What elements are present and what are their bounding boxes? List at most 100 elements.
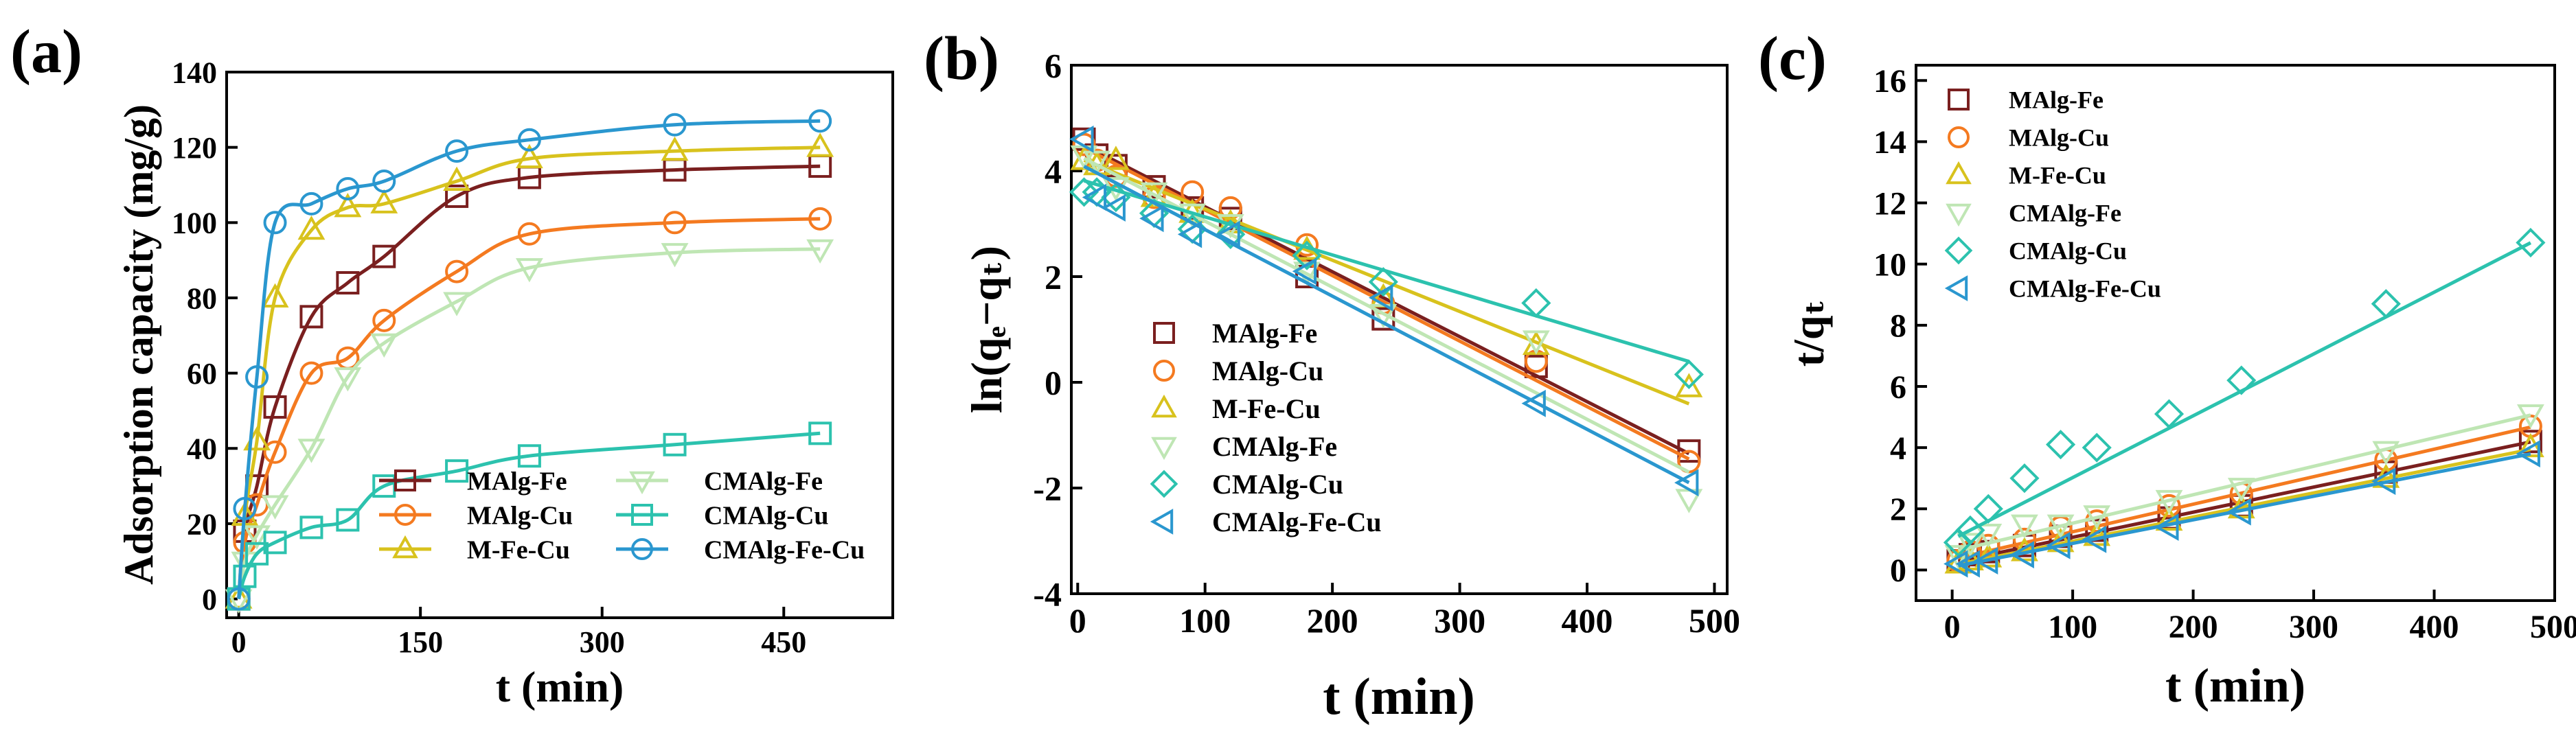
legend-marker — [394, 504, 416, 526]
plot-frame — [1915, 64, 2556, 602]
y-tick-label: 40 — [187, 432, 217, 466]
legend-marker — [1150, 469, 1178, 498]
data-point — [1944, 545, 1972, 570]
data-point — [1674, 469, 1699, 497]
series-curve — [237, 164, 821, 599]
data-point — [299, 515, 323, 539]
data-point — [1072, 132, 1096, 156]
legend-label: CMAlg-Cu — [2009, 237, 2127, 265]
data-point — [299, 361, 323, 385]
data-point — [808, 207, 832, 231]
chart-panel-c: (c) t (min) t/qₜ 0 100 200 300 400 500 0 2 4 6 8 10… — [1758, 25, 2576, 712]
legend-marker — [1151, 394, 1177, 418]
legend-label: MAlg-Cu — [467, 501, 573, 530]
series-curve — [237, 146, 821, 599]
data-point — [517, 444, 541, 468]
fit-line — [1083, 146, 1690, 461]
data-point — [1973, 547, 1998, 575]
data-point — [663, 211, 687, 235]
data-point — [370, 189, 398, 213]
data-point — [1955, 515, 1985, 546]
data-point — [2157, 494, 2181, 518]
legend-marker — [1948, 89, 1970, 111]
data-point — [1069, 177, 1099, 207]
legend-label: MAlg-Cu — [2009, 124, 2109, 152]
y-tick-label: 0 — [1045, 364, 1062, 402]
legend-marker — [392, 535, 418, 559]
legend-label: M-Fe-Cu — [1212, 393, 1321, 424]
data-point — [2154, 513, 2179, 541]
fit-line — [1957, 452, 2531, 568]
data-point — [2045, 430, 2076, 460]
data-point — [263, 211, 287, 235]
x-tick-label: 400 — [1562, 601, 1613, 640]
data-point — [1177, 220, 1202, 248]
y-tick-label: 6 — [1045, 47, 1062, 85]
data-point — [445, 184, 469, 208]
x-axis-label: t (min) — [1323, 668, 1475, 726]
data-point — [334, 193, 362, 218]
data-point — [1069, 125, 1094, 153]
data-point — [370, 333, 398, 358]
y-tick-label: 4 — [1890, 430, 1906, 467]
x-tick-label: 300 — [2289, 609, 2338, 645]
data-point — [336, 271, 360, 295]
data-marks — [1943, 227, 2546, 578]
data-point — [443, 166, 471, 191]
data-point — [1521, 288, 1551, 318]
data-point — [263, 440, 287, 464]
data-point — [1675, 373, 1703, 397]
legend-marker — [394, 469, 416, 491]
data-point — [1521, 389, 1546, 417]
x-tick-label: 0 — [1944, 609, 1961, 645]
data-point — [661, 136, 689, 161]
panel-label: (a) — [10, 18, 82, 86]
data-point — [445, 459, 469, 483]
fit-line — [1083, 159, 1690, 406]
y-tick-label: 12 — [1873, 185, 1906, 222]
data-point — [1974, 523, 2003, 548]
y-tick-label: 4 — [1045, 152, 1062, 191]
y-tick-label: 2 — [1890, 491, 1906, 528]
data-point — [2155, 489, 2183, 515]
data-point — [2046, 531, 2071, 559]
data-point — [443, 292, 471, 316]
y-tick-label: 0 — [1890, 553, 1906, 589]
data-point — [2516, 432, 2544, 458]
data-point — [233, 497, 257, 520]
y-tick-label: 2 — [1045, 258, 1062, 297]
data-point — [372, 308, 396, 332]
data-point — [1957, 533, 1984, 557]
data-point — [372, 170, 396, 193]
data-point — [515, 258, 543, 283]
data-point — [515, 143, 543, 169]
y-tick-label: 100 — [172, 207, 217, 240]
legend-marker — [1151, 437, 1177, 461]
x-axis-label: t (min) — [2165, 660, 2305, 712]
y-tick-label: 20 — [187, 507, 217, 541]
data-point — [1216, 220, 1240, 248]
data-point — [1292, 257, 1317, 286]
legend-marker — [1150, 509, 1174, 535]
data-point — [661, 243, 689, 268]
y-tick-label: 16 — [1873, 63, 1906, 100]
data-point — [2083, 505, 2111, 530]
legend-label: CMAlg-Fe — [1212, 431, 1337, 462]
data-point — [1368, 267, 1398, 297]
legend-marker — [629, 471, 655, 495]
data-point — [336, 176, 360, 200]
data-marks — [1069, 125, 1704, 513]
axis-ticks: 0 100 200 300 400 500 0 2 4 6 8 10 12 14 16 — [1873, 63, 2576, 645]
legend: MAlg-Fe MAlg-Cu M-Fe-Cu CMAlg-Fe CMAlg-Cu CMA… — [1150, 318, 1382, 537]
data-point — [336, 508, 360, 532]
data-point — [297, 439, 326, 463]
data-point — [663, 113, 687, 137]
x-tick-label: 300 — [580, 625, 625, 659]
series-curve — [237, 431, 821, 600]
panel-label: (c) — [1758, 25, 1827, 93]
fit-line — [1957, 413, 2531, 553]
data-point — [243, 525, 271, 550]
y-tick-label: 60 — [187, 357, 217, 391]
data-point — [1140, 182, 1168, 207]
data-point — [1973, 494, 2003, 524]
